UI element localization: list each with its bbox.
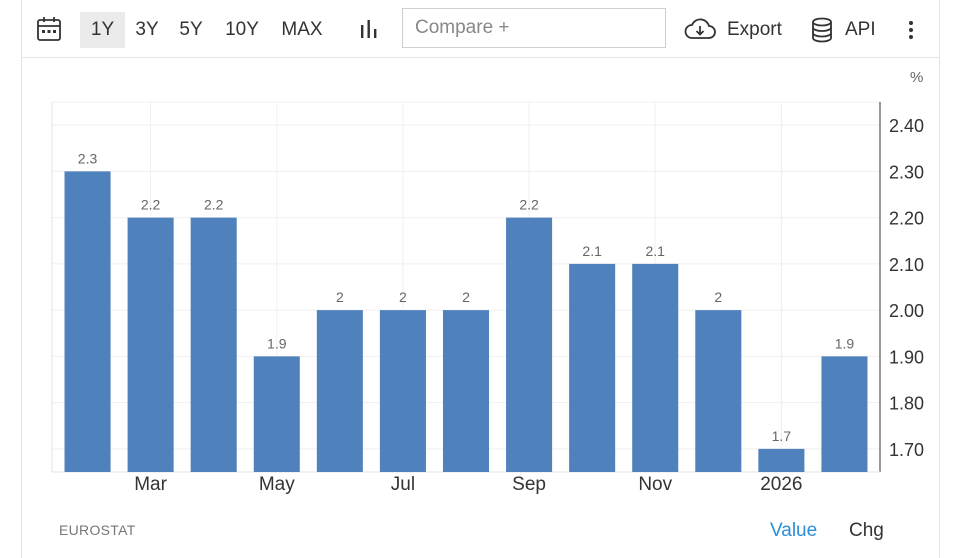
data-label: 2.2 (204, 197, 224, 213)
bar-nov (632, 263, 679, 472)
range-max-button[interactable]: MAX (281, 19, 323, 40)
data-label: 1.7 (772, 428, 792, 444)
bar-dec (695, 310, 742, 472)
bar-sep (506, 217, 553, 472)
range-5y-button[interactable]: 5Y (179, 19, 203, 40)
data-label: 2.1 (582, 243, 602, 259)
x-tick-label: 2026 (760, 474, 802, 495)
bar-chart-icon[interactable] (355, 12, 383, 48)
y-axis-unit: % (910, 69, 924, 86)
data-label: 2.2 (519, 197, 539, 213)
data-label: 2.1 (645, 243, 665, 259)
y-tick-label: 2.20 (889, 209, 924, 229)
calendar-icon[interactable] (35, 12, 63, 48)
chart-frame (21, 0, 940, 558)
bar-feb (821, 356, 868, 472)
bar-aug (442, 310, 490, 472)
y-tick-label: 2.00 (889, 301, 924, 321)
bar-feb (64, 171, 111, 472)
x-tick-label: Sep (512, 474, 546, 495)
y-tick-label: 2.30 (889, 162, 924, 182)
bar-may (253, 356, 300, 472)
data-label: 2 (462, 289, 470, 305)
api-label: API (845, 19, 876, 40)
data-label: 2.3 (78, 150, 98, 166)
x-tick-label: May (259, 474, 295, 495)
range-3y-button[interactable]: 3Y (135, 19, 159, 40)
api-button[interactable]: API (809, 12, 881, 48)
chg-tab[interactable]: Chg (849, 520, 884, 541)
compare-input[interactable] (402, 8, 666, 48)
bar-apr (190, 217, 237, 472)
source-label: EUROSTAT (59, 522, 136, 538)
data-label: 2 (399, 289, 407, 305)
range-10y-button[interactable]: 10Y (225, 19, 259, 40)
y-tick-label: 1.90 (889, 347, 924, 367)
data-label: 2 (336, 289, 344, 305)
y-tick-label: 1.80 (889, 394, 924, 414)
y-tick-label: 1.70 (889, 440, 924, 460)
range-1y-button[interactable]: 1Y (80, 12, 125, 48)
bar-mar (127, 217, 174, 472)
data-label: 2.2 (141, 197, 161, 213)
value-tab[interactable]: Value (770, 520, 818, 541)
data-label: 2 (714, 289, 722, 305)
data-label: 1.9 (267, 335, 287, 351)
export-button[interactable]: Export (683, 12, 785, 48)
data-label: 1.9 (835, 335, 855, 351)
export-label: Export (727, 19, 782, 40)
more-vertical-icon[interactable] (901, 12, 921, 48)
y-tick-label: 2.40 (889, 116, 924, 136)
bar-oct (569, 263, 616, 472)
y-tick-label: 2.10 (889, 255, 924, 275)
x-tick-label: Jul (391, 474, 415, 495)
cloud-download-icon (683, 16, 717, 44)
bar-jun (316, 310, 363, 472)
x-tick-label: Mar (134, 474, 167, 495)
bar-jul (379, 310, 426, 472)
x-tick-label: Nov (638, 474, 672, 495)
bar-2026-jan (758, 448, 805, 472)
chart-toolbar: 1Y 3Y 5Y 10Y MAX Export (21, 0, 940, 58)
database-icon (809, 16, 835, 44)
